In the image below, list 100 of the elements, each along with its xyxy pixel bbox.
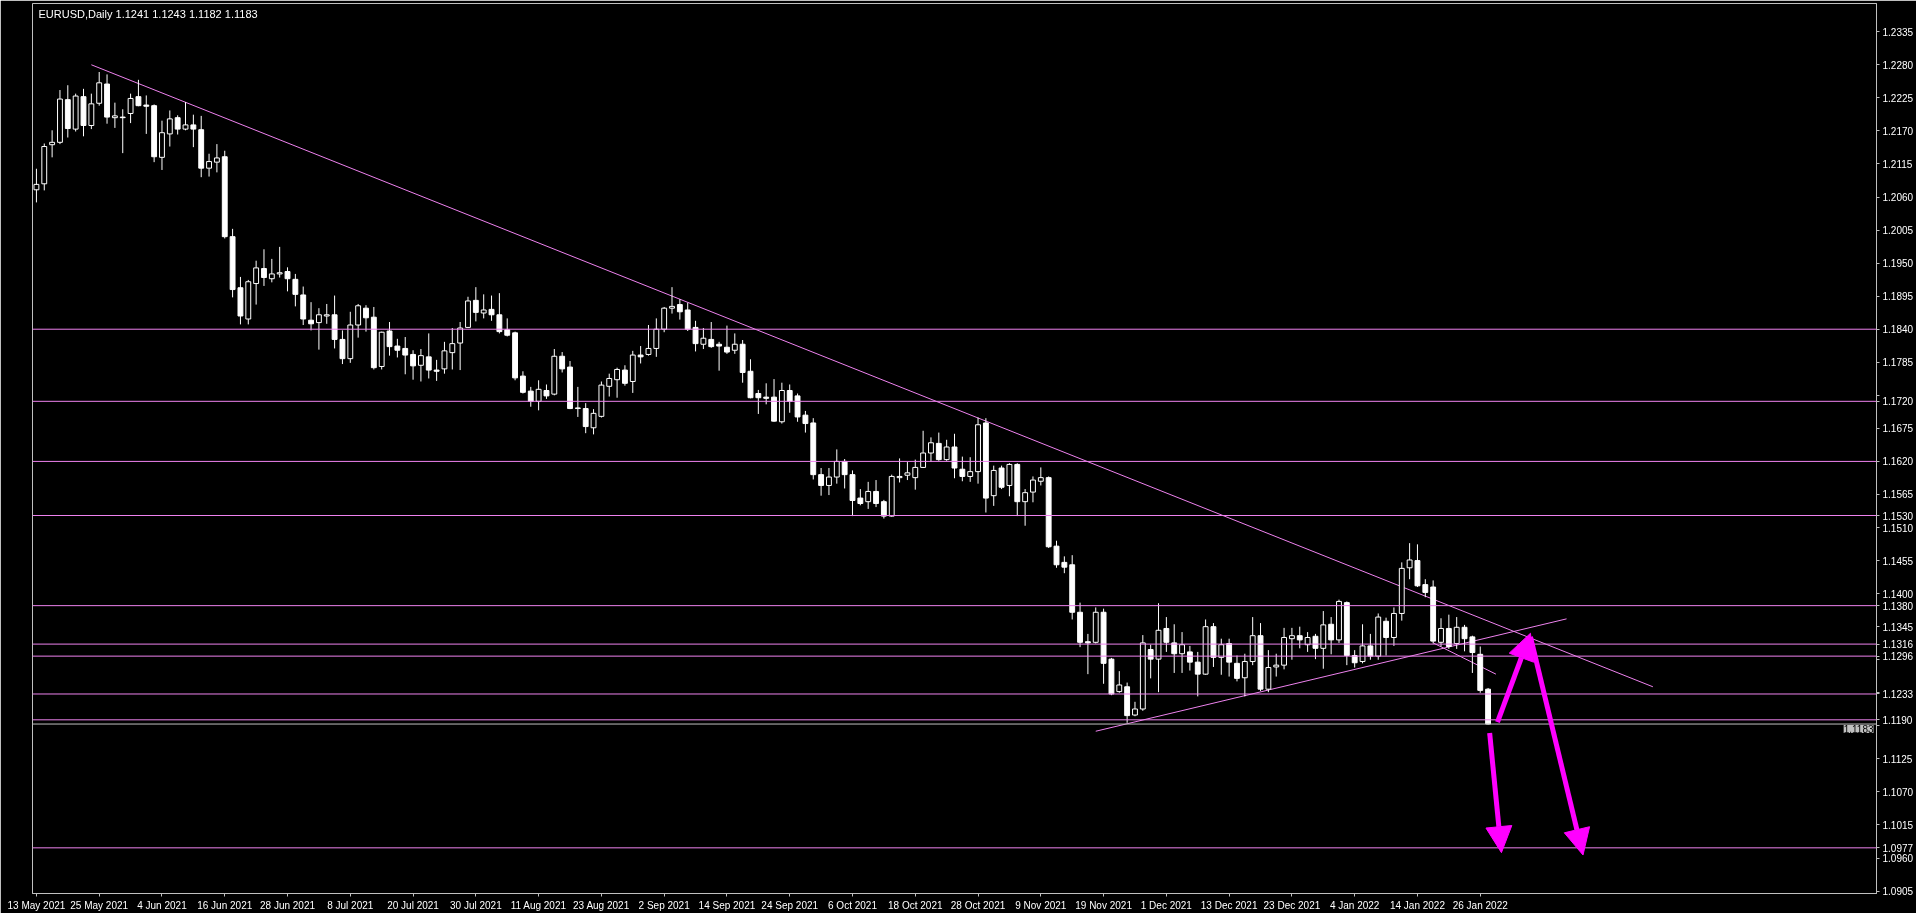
candlestick	[1438, 617, 1444, 648]
candlestick	[865, 481, 872, 510]
candlestick	[763, 382, 770, 405]
candlestick	[308, 301, 314, 331]
x-tick-label: 14 Jan 2022	[1389, 899, 1446, 911]
x-tick-label: 4 Jan 2022	[1329, 899, 1380, 911]
candlestick	[606, 373, 613, 398]
candlestick	[433, 359, 440, 382]
y-tick-label: 1.1565	[1882, 489, 1914, 501]
x-tick-label: 18 Oct 2021	[888, 899, 943, 911]
y-tick-label: 1.0960	[1882, 853, 1914, 865]
y-tick-label: 1.2115	[1882, 158, 1913, 170]
ref-line-label: 1.1316	[1882, 639, 1914, 651]
candlestick	[880, 499, 887, 520]
y-tick-label: 1.2005	[1882, 225, 1914, 237]
candlestick	[496, 292, 503, 334]
candlestick	[457, 321, 464, 371]
x-tick-label: 13 Dec 2021	[1200, 899, 1258, 911]
candlestick	[841, 458, 848, 489]
ref-line-label: 1.1183	[1843, 724, 1874, 736]
candlestick	[1445, 614, 1452, 650]
candlestick	[119, 108, 126, 154]
candlestick	[724, 325, 730, 355]
ref-line-label: 1.0977	[1882, 842, 1914, 854]
y-tick-label: 1.1675	[1882, 423, 1914, 435]
x-tick-label: 19 Nov 2021	[1075, 899, 1133, 911]
x-tick-label: 13 May 2021	[7, 899, 66, 911]
chart-title: EURUSD,Daily 1.1241 1.1243 1.1182 1.1183	[38, 7, 258, 20]
candlestick	[574, 386, 581, 418]
candlestick	[268, 258, 275, 283]
candlestick	[1234, 655, 1240, 682]
candlestick	[622, 364, 628, 387]
candlestick	[166, 109, 173, 148]
candlestick	[826, 467, 832, 496]
x-tick-label: 20 Jul 2021	[387, 899, 440, 911]
y-tick-label: 1.1070	[1882, 786, 1914, 798]
x-tick-label: 8 Jul 2021	[327, 899, 374, 911]
candlestick	[292, 273, 299, 307]
x-tick-label: 16 Jun 2021	[197, 899, 253, 911]
ref-line-label: 1.1380	[1882, 600, 1914, 612]
candlestick	[959, 456, 966, 482]
ref-line-label: 1.1530	[1882, 510, 1914, 522]
y-tick-label: 1.1895	[1882, 291, 1914, 303]
x-tick-label: 30 Jul 2021	[449, 899, 503, 911]
y-tick-label: 1.1015	[1882, 819, 1914, 831]
candlestick	[928, 436, 934, 463]
y-tick-label: 1.2060	[1882, 192, 1914, 203]
x-tick-label: 1 Dec 2021	[1140, 899, 1193, 911]
candlestick	[559, 351, 566, 373]
candlestick	[527, 386, 534, 408]
candlestick	[818, 467, 825, 497]
x-tick-label: 9 Nov 2021	[1015, 899, 1067, 911]
candlestick	[253, 260, 260, 306]
y-tick-label: 1.1455	[1882, 555, 1914, 567]
x-tick-label: 4 Jun 2021	[137, 899, 188, 911]
candlestick	[1241, 653, 1248, 697]
candlestick	[1273, 653, 1280, 678]
y-tick-label: 1.2225	[1882, 92, 1914, 104]
y-tick-label: 1.1125	[1882, 753, 1913, 765]
candlestick	[261, 248, 267, 287]
candlestick	[1296, 626, 1303, 649]
x-tick-label: 11 Aug 2021	[510, 899, 567, 911]
candlestick	[669, 286, 675, 315]
candlestick	[1328, 616, 1335, 655]
candlestick	[49, 129, 56, 158]
candlestick	[1288, 627, 1295, 661]
candlestick	[402, 336, 409, 375]
candlestick	[967, 456, 974, 483]
candlestick	[1022, 488, 1029, 527]
candlestick	[873, 479, 879, 508]
candlestick	[410, 349, 416, 381]
candlestick	[1194, 651, 1201, 697]
ref-line-label: 1.1190	[1882, 714, 1913, 726]
candlestick	[213, 143, 220, 173]
candlestick	[417, 348, 424, 382]
y-tick-label: 1.2335	[1882, 26, 1914, 38]
candlestick	[731, 332, 738, 355]
candlestick	[472, 286, 479, 322]
candlestick	[111, 102, 118, 129]
candlestick	[935, 432, 942, 462]
candlestick	[833, 448, 840, 485]
candlestick	[920, 430, 927, 469]
x-tick-label: 28 Jun 2021	[260, 899, 316, 911]
candlestick	[614, 367, 621, 399]
y-tick-label: 1.1345	[1882, 621, 1914, 633]
x-tick-label: 14 Sep 2021	[698, 899, 756, 911]
x-tick-label: 24 Sep 2021	[761, 899, 819, 911]
x-tick-label: 6 Oct 2021	[828, 899, 878, 911]
x-tick-label: 23 Aug 2021	[573, 899, 630, 911]
x-tick-label: 26 Jan 2022	[1452, 899, 1509, 911]
ref-line-label: 1.1296	[1882, 651, 1914, 663]
y-tick-label: 1.1785	[1882, 357, 1914, 369]
candlestick	[661, 306, 668, 333]
candlestick	[1179, 631, 1185, 674]
ref-line-label: 1.1840	[1882, 324, 1914, 336]
y-tick-label: 1.0905	[1882, 886, 1914, 898]
candlestick	[1383, 617, 1390, 657]
candlestick	[708, 321, 715, 349]
x-tick-label: 28 Oct 2021	[950, 899, 1006, 911]
candlestick	[323, 303, 330, 325]
